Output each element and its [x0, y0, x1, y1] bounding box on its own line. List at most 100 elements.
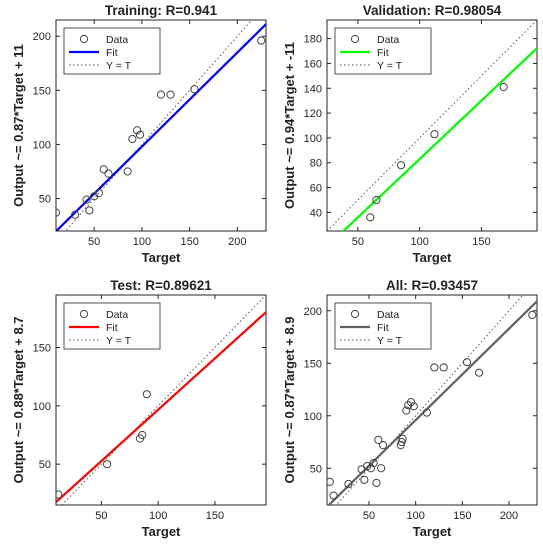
data-point: [99, 165, 108, 174]
y-axis-label: Output ~= 0.88*Target + 8.7: [11, 316, 26, 483]
data-point: [133, 126, 142, 135]
data-point: [70, 210, 80, 219]
y-tick-label: 160: [304, 58, 322, 70]
y-tick-label: 50: [39, 194, 51, 206]
data-point: [123, 167, 132, 176]
data-point: [85, 206, 94, 215]
data-point: [369, 458, 378, 468]
data-point: [406, 398, 416, 407]
subplot-title: Training: R=0.941: [105, 3, 218, 18]
x-tick-label: 150: [206, 510, 224, 522]
data-point: [377, 464, 386, 473]
data-point: [82, 195, 91, 204]
legend-label: Data: [106, 309, 128, 321]
data-point: [94, 189, 104, 198]
data-point: [56, 208, 61, 217]
x-axis-label: Target: [142, 524, 181, 539]
data-point: [190, 85, 199, 94]
data-point: [327, 477, 334, 486]
legend-label: Data: [377, 309, 399, 321]
y-tick-label: 120: [304, 108, 322, 120]
data-point: [372, 195, 381, 205]
data-point: [366, 213, 375, 222]
legend-box: [334, 302, 432, 350]
data-point: [422, 408, 431, 417]
y-tick-label: 150: [33, 85, 51, 97]
x-tick-label: 150: [453, 510, 471, 522]
data-point: [166, 90, 175, 99]
y-tick-label: 80: [310, 158, 322, 170]
x-tick-label: 150: [472, 236, 490, 248]
legend-label: Fit: [377, 47, 389, 59]
legend-marker-data: [79, 34, 89, 44]
data-point: [439, 363, 448, 372]
identity-line: [335, 295, 524, 505]
legend-marker-data: [350, 309, 360, 319]
plot-lines: [56, 20, 266, 231]
data-point: [374, 435, 383, 444]
data-point: [462, 358, 472, 367]
y-tick-label: 100: [304, 411, 322, 423]
x-tick-label: 50: [88, 236, 100, 248]
data-point: [56, 490, 63, 499]
subplot-title: All: R=0.93457: [386, 278, 478, 293]
y-tick-label: 140: [304, 83, 322, 95]
x-tick-label: 150: [180, 236, 198, 248]
data-point: [430, 363, 439, 372]
y-tick-label: 60: [310, 183, 322, 195]
identity-line: [64, 20, 253, 231]
x-tick-label: 200: [228, 236, 246, 248]
data-point: [329, 491, 338, 500]
y-axis-label: Output ~= 0.94*Target + -11: [282, 42, 297, 209]
data-point: [475, 368, 484, 377]
x-tick-label: 100: [149, 510, 167, 522]
data-point: [499, 82, 508, 92]
legend-label: Y = T: [106, 60, 132, 72]
plot-lines: [56, 295, 266, 505]
identity-line: [327, 20, 537, 231]
data-point: [128, 134, 137, 144]
subplot-title: Test: R=0.89621: [110, 278, 212, 293]
data-point: [104, 169, 113, 178]
data-point: [102, 460, 112, 469]
data-point: [430, 130, 439, 139]
y-tick-label: 50: [310, 463, 322, 475]
plot-lines: [327, 295, 537, 505]
fit-line: [341, 47, 537, 231]
fit-line: [56, 311, 266, 503]
y-tick-label: 50: [39, 459, 51, 471]
x-tick-label: 50: [352, 236, 364, 248]
x-axis-label: Target: [413, 524, 452, 539]
data-point: [378, 441, 388, 450]
y-axis-label: Output ~= 0.87*Target + 11: [11, 44, 26, 207]
data-point: [372, 478, 381, 488]
y-tick-label: 40: [310, 207, 322, 219]
x-axis-label: Target: [413, 250, 452, 265]
subplot-title: Validation: R=0.98054: [363, 3, 502, 18]
data-point: [397, 437, 406, 447]
y-tick-label: 150: [304, 358, 322, 370]
x-tick-label: 200: [500, 510, 518, 522]
y-axis-label: Output ~= 0.87*Target + 8.9: [282, 316, 297, 483]
y-tick-label: 200: [304, 306, 322, 318]
legend-marker-data: [350, 34, 360, 44]
y-tick-label: 200: [33, 31, 51, 43]
x-tick-label: 50: [363, 510, 375, 522]
y-tick-label: 150: [33, 343, 51, 355]
data-point: [344, 479, 353, 489]
plot-lines: [327, 20, 537, 231]
data-point: [257, 36, 266, 45]
y-tick-label: 180: [304, 34, 322, 46]
data-point: [528, 310, 537, 320]
x-tick-label: 100: [406, 510, 424, 522]
data-point: [135, 130, 145, 139]
data-point: [409, 402, 418, 411]
data-point: [402, 406, 411, 415]
